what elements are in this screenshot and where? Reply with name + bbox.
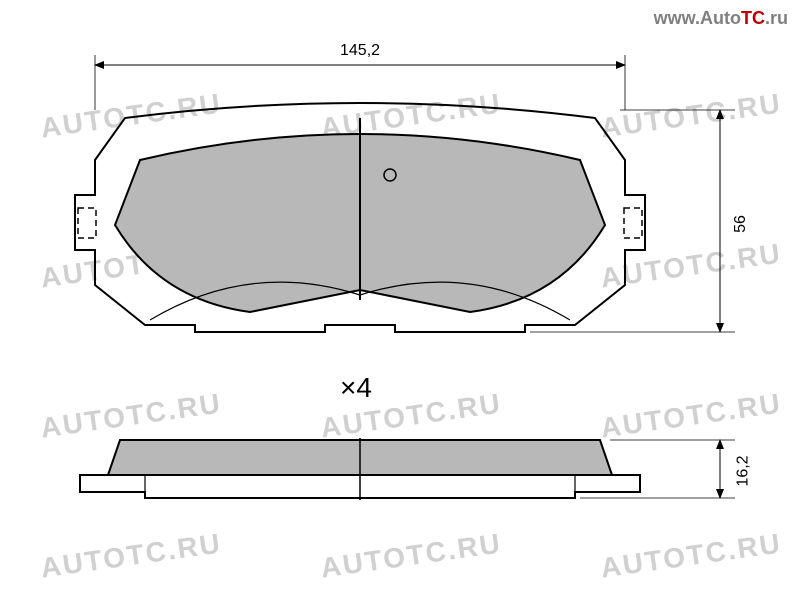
dimension-height-label: 56	[732, 215, 750, 233]
brake-pad-side-view	[80, 438, 640, 500]
brake-pad-face-view	[75, 103, 645, 332]
dimension-thickness-label: 16,2	[735, 455, 753, 486]
dimension-width	[95, 55, 625, 110]
quantity-multiplier: ×4	[340, 372, 372, 404]
dimension-width-label: 145,2	[340, 42, 380, 60]
technical-drawing	[0, 0, 800, 600]
